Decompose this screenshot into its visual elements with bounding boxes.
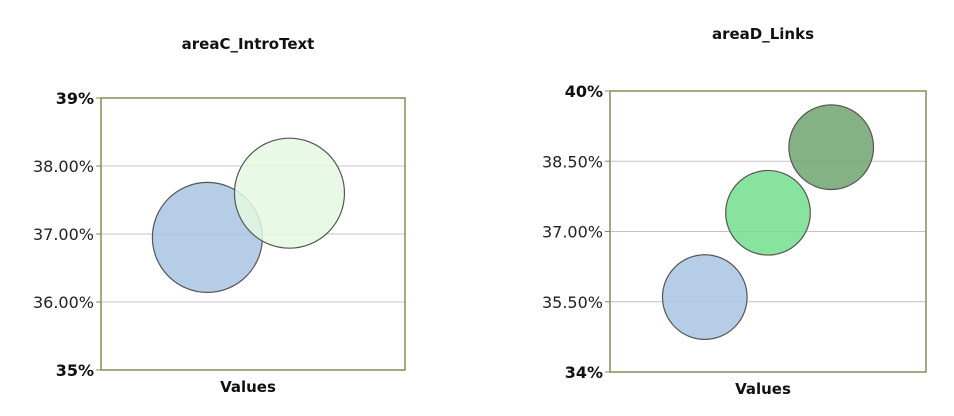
chart-title: areaC_IntroText [182,35,315,53]
bubble [233,137,346,249]
y-tick-label: 40% [565,82,603,101]
chart-panel-links: areaD_Links Values 34% 35.50% 37.00% 38.50%… [477,0,954,416]
x-axis-label: Values [220,378,276,396]
y-tick-label: 37.00% [33,225,94,244]
plot-frame [609,90,927,373]
bubble [725,169,811,256]
y-tick-label: 38.50% [542,152,603,171]
panel-divider [470,0,477,416]
chart-intro-text: areaC_IntroText Values 35% 36.00% 37.00% 38… [33,35,406,396]
y-tick-label: 36.00% [33,293,94,312]
y-tick-label: 37.00% [542,223,603,242]
y-tick-label: 34% [565,363,603,382]
bubble [788,104,875,191]
y-tick-label: 35% [56,361,94,380]
plot-frame [100,97,406,371]
chart-title: areaD_Links [712,25,814,43]
y-tick-label: 35.50% [542,293,603,312]
y-tick-label: 39% [56,89,94,108]
chart-panel-intro-text: areaC_IntroText Values 35% 36.00% 37.00% 38… [0,0,470,416]
chart-links: areaD_Links Values 34% 35.50% 37.00% 38.50%… [542,25,927,398]
x-axis-label: Values [735,380,791,398]
bubble [661,254,748,340]
y-tick-label: 38.00% [33,157,94,176]
